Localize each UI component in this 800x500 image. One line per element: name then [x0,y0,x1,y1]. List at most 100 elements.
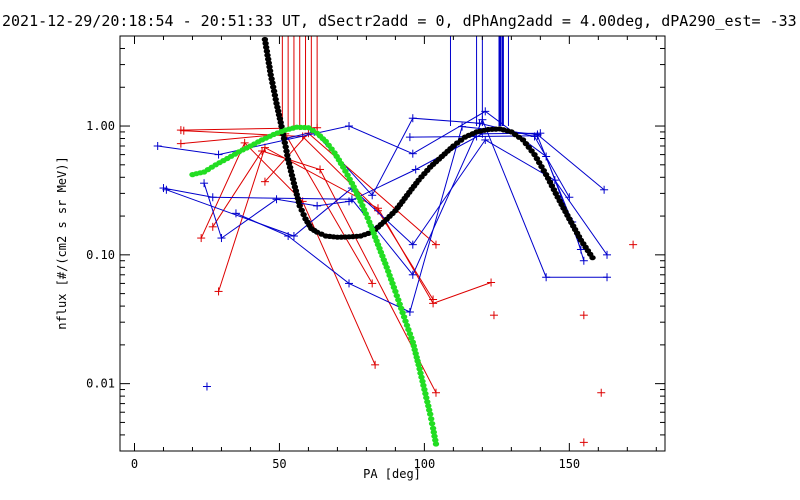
black-curve-dot [288,172,296,178]
red-data-point [371,360,380,369]
black-curve-dot [536,160,543,166]
green-curve-dot [393,293,400,299]
plot-area [153,36,638,447]
black-curve-dot [262,40,269,47]
green-curve-dot [415,362,422,368]
y-tick-label: 1.00 [86,119,115,133]
black-curve-dot [268,76,275,82]
black-curve-dot [261,36,269,43]
blue-data-point [272,195,281,204]
black-curve-dot [266,64,273,70]
blue-data-point [481,135,490,144]
green-curve-dot [419,378,426,384]
black-curve-dot [264,52,271,58]
red-series-line [212,150,437,393]
green-curve-dot [432,441,440,447]
black-curve-dot [522,141,530,147]
green-curve-dot [428,421,436,427]
green-curve-dot [325,142,332,148]
green-curve-dot [432,437,439,443]
black-curve-dot [271,92,279,98]
black-curve-dot [283,148,290,154]
black-curve-dot [272,96,279,102]
green-curve-dot [418,374,425,380]
green-curve-dot [360,207,368,213]
blue-data-point [217,234,226,243]
black-curve-dot [267,72,274,78]
green-curve-dot [305,125,312,131]
green-curve-dot [392,288,399,294]
x-axis-label: PA [deg] [363,467,421,481]
green-curve-dot [387,276,395,282]
red-data-point [431,240,440,249]
red-data-point [179,126,188,135]
black-curve-dot [300,212,307,218]
black-curve-dot [531,152,538,158]
green-curve-dot [430,429,437,435]
green-curve-dot [405,326,412,333]
green-curve-dot [399,310,406,316]
black-curve-dot [276,116,284,122]
blue-data-point [214,150,223,159]
black-curve-dot [265,60,272,66]
black-curve-dot [270,84,277,90]
green-curve-dot [346,176,353,182]
blue-data-point [200,179,209,188]
blue-data-point [202,382,211,391]
blue-data-point [345,197,354,206]
x-tick-label: 150 [558,457,580,471]
red-series-line [218,146,492,305]
green-curve-dot [424,399,431,405]
green-curve-dot [428,416,435,422]
blue-data-point [153,141,162,150]
red-data-point [197,234,206,243]
blue-data-point [411,165,420,174]
black-curve-dot [296,203,303,209]
green-curve-dot [359,202,366,209]
green-curve-dot [357,198,364,204]
red-data-point [487,278,496,287]
black-curve-dot [265,56,272,62]
chart-title: 2021-12-29/20:18:54 - 20:51:33 UT, dSect… [2,12,800,30]
blue-data-point [368,191,377,200]
x-tick-label: 0 [131,457,138,471]
green-curve-dot [395,297,402,303]
green-curve-dot [403,322,411,328]
blue-data-point [408,270,417,279]
black-curve-dot [519,137,527,143]
red-data-point [368,279,377,288]
red-data-point [313,123,322,132]
green-curve-dot [425,403,432,409]
green-curve-dot [423,395,430,401]
green-curve-dot [431,433,438,439]
green-curve-dot [322,138,329,144]
blue-data-point [475,119,484,128]
green-curve-dot [429,425,437,431]
red-data-point [629,240,638,249]
green-curve-dot [427,411,434,417]
y-axis-label: nflux [#/(cm2 s sr MeV)] [55,156,69,329]
blue-series-line [203,132,541,239]
black-curve-dot [540,168,547,174]
black-curve-dot [298,207,305,213]
blue-data-point [542,273,551,282]
green-curve-dot [340,164,347,170]
green-curve-dot [398,305,405,311]
red-data-point [260,177,269,186]
green-curve-dot [426,407,433,413]
blue-data-point [231,209,240,218]
blue-data-point [345,122,354,131]
green-curve-dot [309,127,316,134]
green-curve-dot [390,284,398,290]
red-series-line [180,133,373,284]
black-curve-dot [528,148,535,154]
blue-data-point [458,122,467,131]
black-curve-dot [285,160,293,166]
axes: 0 50 100 150 0.01 0.10 1.00 [86,35,665,471]
blue-data-point [579,256,588,265]
blue-data-point [408,114,417,123]
blue-data-point [408,149,417,158]
green-curve-dot [385,268,392,274]
blue-data-point [603,273,612,282]
